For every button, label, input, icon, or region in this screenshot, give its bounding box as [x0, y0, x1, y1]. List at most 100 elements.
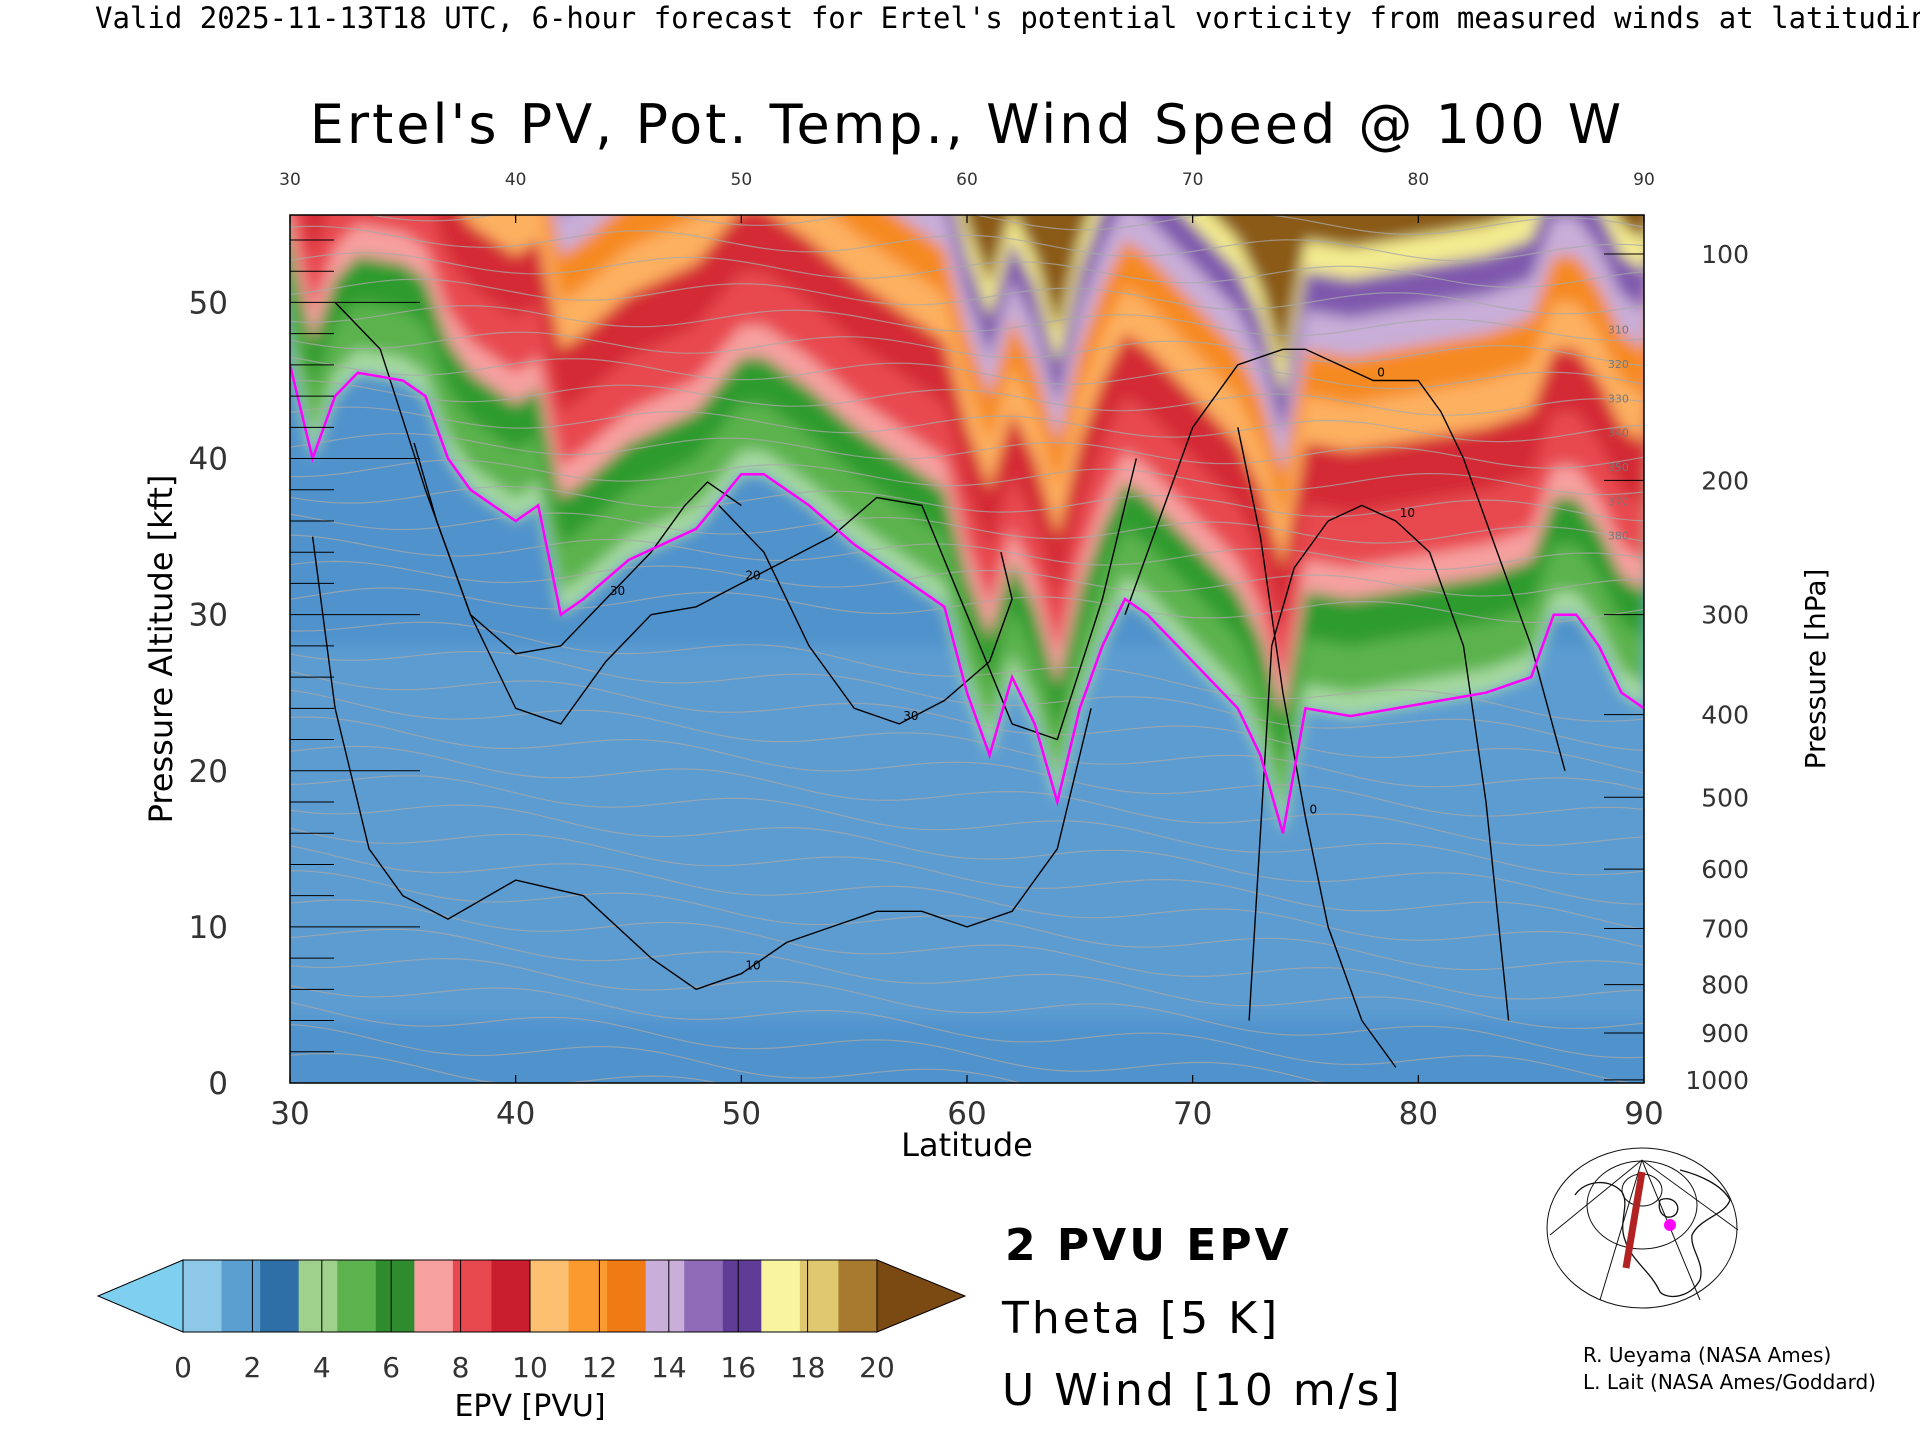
colorbar-swatch [260, 1260, 300, 1332]
theta-contour [290, 1001, 1326, 1083]
x-axis-label: Latitude [901, 1126, 1033, 1164]
y-tick-label: 20 [189, 754, 228, 790]
theta-contour [290, 379, 1644, 416]
colorbar-swatch [722, 1260, 762, 1332]
u-wind-label: 30 [903, 709, 918, 723]
u-wind-contour [311, 536, 1092, 991]
theta-contour [290, 305, 1644, 341]
p-tick-label: 1000 [1685, 1066, 1749, 1095]
x-tick-top-label: 50 [731, 170, 753, 190]
p-tick-label: 100 [1701, 240, 1749, 269]
colorbar-tick-label: 16 [720, 1351, 756, 1384]
colorbar-swatch [799, 1260, 840, 1332]
u-wind-contour [334, 301, 1137, 741]
u-wind-label: 10 [745, 959, 760, 973]
colorbar-tick-label: 6 [382, 1351, 400, 1384]
y2-axis-label: Pressure [hPa] [1799, 569, 1832, 770]
header-text: Valid 2025-11-13T18 UTC, 6-hour forecast… [95, 1, 1920, 35]
colorbar-label: EPV [PVU] [454, 1389, 605, 1424]
map-route [1622, 1171, 1646, 1269]
credit-line-2: L. Lait (NASA Ames/Goddard) [1583, 1370, 1876, 1394]
x-tick-label: 30 [270, 1096, 309, 1132]
colorbar-swatch [838, 1260, 878, 1332]
x-tick-label: 50 [722, 1096, 761, 1132]
x-tick-top-label: 90 [1633, 170, 1655, 190]
colorbar-tick-label: 2 [243, 1351, 261, 1384]
theta-contours: 310 320 330 340 350 370 380 [290, 215, 1644, 1083]
y-axis-label: Pressure Altitude [kft] [142, 475, 180, 824]
x-tick-top-label: 60 [956, 170, 978, 190]
u-wind-label: 30 [610, 584, 625, 598]
p-tick-label: 600 [1701, 855, 1749, 884]
colorbar-tick-label: 20 [859, 1351, 895, 1384]
colorbar-swatch [414, 1260, 454, 1332]
colorbar-swatch [452, 1260, 493, 1332]
theta-contour [290, 804, 1644, 905]
theta-label: 310 [1608, 324, 1629, 337]
colorbar-tick-label: 12 [582, 1351, 618, 1384]
theta-contour [290, 827, 1644, 930]
theta-label: 350 [1608, 461, 1629, 474]
theta-label: 370 [1608, 495, 1629, 508]
theta-contour [290, 670, 1644, 774]
theta-contour [290, 278, 1644, 315]
colorbar-swatch [645, 1260, 685, 1332]
theta-contour [290, 984, 1635, 1083]
theta-contour [290, 957, 1644, 1059]
u-wind-label: 20 [745, 568, 760, 582]
u-wind-contour [1237, 427, 1397, 1068]
colorbar-swatch [607, 1260, 647, 1332]
legend-pv: 2 PVU EPV [1005, 1220, 1292, 1271]
theta-contour [290, 845, 1644, 948]
pv2-boundary-line [290, 364, 1644, 834]
u-wind-label: 10 [1400, 506, 1415, 520]
chart-title: Ertel's PV, Pot. Temp., Wind Speed @ 100… [310, 93, 1624, 156]
p-tick-label: 700 [1701, 914, 1749, 943]
p-tick-label: 400 [1701, 701, 1749, 730]
u-wind-contours: 30 30 20 10 0 10 0 [311, 301, 1566, 1068]
colorbar-tick-label: 14 [651, 1351, 687, 1384]
pv-band-lowlight [290, 645, 1644, 1021]
colorbar-tick-label: 10 [512, 1351, 548, 1384]
theta-contour [290, 716, 1644, 817]
y-tick-label: 10 [189, 910, 228, 946]
x-tick-label: 40 [496, 1096, 535, 1132]
legend-wind: U Wind [10 m/s] [1002, 1365, 1403, 1416]
colorbar-tick-label: 0 [174, 1351, 192, 1384]
theta-contour [290, 356, 1644, 390]
theta-label: 340 [1608, 427, 1629, 440]
x-tick-label: 80 [1399, 1096, 1438, 1132]
u-wind-label: 0 [1310, 803, 1318, 817]
colorbar-under-arrow [96, 1259, 184, 1333]
p-tick-label: 800 [1701, 971, 1749, 1000]
theta-label: 380 [1608, 530, 1629, 543]
theta-contour [290, 689, 1644, 791]
theta-contour [290, 899, 1644, 1000]
legend-theta: Theta [5 K] [1001, 1293, 1280, 1344]
theta-contour [290, 459, 1644, 496]
y-axis-right: 1000 900 800 700 600 500 400 300 200 100 [1604, 240, 1749, 1095]
theta-contour [290, 225, 1644, 262]
colorbar-over-arrow [876, 1259, 967, 1333]
x-tick-top-label: 80 [1408, 170, 1430, 190]
theta-contour [290, 1023, 1024, 1083]
colorbar-swatch [568, 1260, 608, 1332]
theta-contour [290, 534, 1644, 571]
theta-contour [290, 512, 1644, 544]
x-tick-top-label: 70 [1182, 170, 1204, 190]
pv-field [290, 215, 1644, 1083]
pv-band-11 [964, 215, 1644, 365]
colorbar-swatch [183, 1260, 223, 1332]
theta-contour [367, 215, 1644, 236]
colorbar-swatch [530, 1260, 570, 1332]
theta-contour [290, 745, 1644, 846]
colorbar-swatch [761, 1260, 801, 1332]
theta-label: 320 [1608, 358, 1629, 371]
u-wind-contour [1124, 348, 1566, 771]
colorbar-swatch [375, 1260, 415, 1332]
u-wind-contour [1248, 504, 1510, 1021]
x-tick-top-label: 40 [505, 170, 527, 190]
colorbar-swatch [298, 1260, 338, 1332]
x-axis-bottom: 30 40 50 60 70 80 90 [270, 1075, 1664, 1132]
